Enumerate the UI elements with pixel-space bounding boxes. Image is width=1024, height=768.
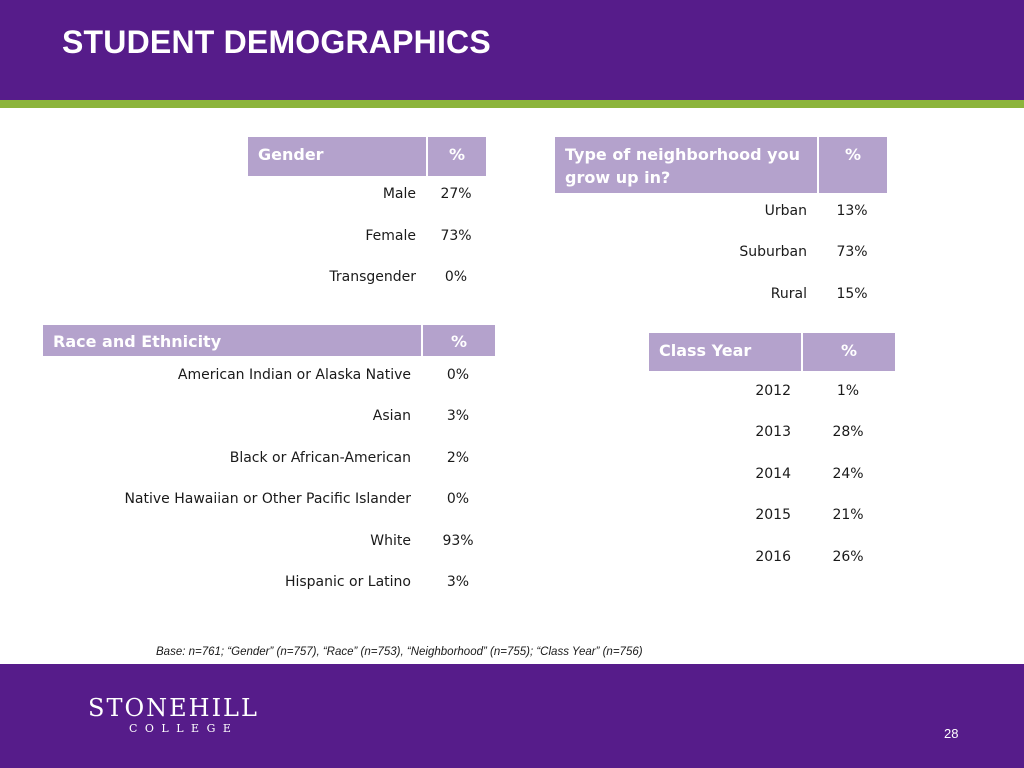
table-row: Female [248,226,426,246]
row-label: Asian [372,408,411,424]
table-row: 2016 [649,547,801,567]
table-row: 2015 [649,505,801,525]
row-value: 3% [446,408,470,424]
class-year-header-label: Class Year [659,341,752,360]
table-row-value: 24% [801,464,895,484]
table-row-value: 28% [801,422,895,442]
row-value: 13% [836,203,868,219]
row-label: Transgender [329,269,416,285]
row-value: 93% [442,533,474,549]
header-separator [801,333,803,371]
race-header-pct: % [450,332,468,351]
table-row-value: 93% [421,531,495,551]
row-label: Rural [770,286,807,302]
header-bar [0,0,1024,100]
row-label: White [370,533,411,549]
gender-header-pct: % [448,145,466,164]
table-row-value: 2% [421,448,495,468]
table-row: Rural [555,284,817,304]
row-label: 2013 [755,424,791,440]
class-year-table-header: Class Year % [649,333,895,371]
row-label: Male [382,186,416,202]
row-label: 2015 [755,507,791,523]
row-label: Black or African-American [229,450,411,466]
table-row-value: 27% [426,184,486,204]
row-label: 2012 [755,383,791,399]
slide-title: STUDENT DEMOGRAPHICS [62,24,491,60]
header-accent-stripe [0,100,1024,108]
logo-wordmark: STONEHILL [88,694,259,722]
row-value: 0% [444,269,468,285]
row-label: 2014 [755,466,791,482]
row-value: 73% [836,244,868,260]
table-row: American Indian or Alaska Native [43,365,421,385]
neighborhood-table-header: Type of neighborhood you grow up in? % [555,137,887,193]
table-row: 2014 [649,464,801,484]
table-row-value: 0% [426,267,486,287]
table-row-value: 3% [421,572,495,592]
row-value: 3% [446,574,470,590]
class-year-header-pct: % [840,341,858,360]
gender-table-header: Gender % [248,137,486,176]
table-row-value: 0% [421,489,495,509]
row-label: 2016 [755,549,791,565]
row-value: 15% [836,286,868,302]
gender-header-label: Gender [258,145,324,164]
table-row-value: 0% [421,365,495,385]
row-value: 26% [832,549,864,565]
table-row-value: 73% [817,242,887,262]
logo-subtitle: COLLEGE [129,722,239,735]
table-row: 2012 [649,381,801,401]
table-row: 2013 [649,422,801,442]
row-label: Suburban [739,244,807,260]
row-value: 28% [832,424,864,440]
table-row: Male [248,184,426,204]
table-row: Urban [555,201,817,221]
row-label: Urban [764,203,807,219]
table-row: Transgender [248,267,426,287]
table-row: Hispanic or Latino [43,572,421,592]
row-value: 1% [836,383,860,399]
table-row-value: 21% [801,505,895,525]
table-row-value: 1% [801,381,895,401]
row-value: 2% [446,450,470,466]
footer-bar [0,664,1024,768]
table-row: Native Hawaiian or Other Pacific Islande… [43,489,421,509]
table-row: Suburban [555,242,817,262]
page-number: 28 [944,726,959,741]
row-label: Female [365,228,416,244]
row-label: American Indian or Alaska Native [177,367,411,383]
header-separator [426,137,428,176]
header-separator [421,325,423,356]
row-value: 0% [446,491,470,507]
table-row: Black or African-American [43,448,421,468]
row-label: Native Hawaiian or Other Pacific Islande… [124,491,411,507]
table-row: Asian [43,406,421,426]
table-row-value: 15% [817,284,887,304]
row-label: Hispanic or Latino [284,574,411,590]
row-value: 21% [832,507,864,523]
header-separator [817,137,819,193]
neighborhood-header-pct: % [844,145,862,164]
table-row-value: 73% [426,226,486,246]
race-header-label: Race and Ethnicity [53,332,222,351]
row-value: 0% [446,367,470,383]
table-row-value: 3% [421,406,495,426]
row-value: 73% [440,228,472,244]
row-value: 24% [832,466,864,482]
neighborhood-header-label: Type of neighborhood you grow up in? [565,145,800,188]
table-row-value: 13% [817,201,887,221]
base-note: Base: n=761; “Gender” (n=757), “Race” (n… [156,646,643,658]
race-table-header: Race and Ethnicity % [43,325,495,356]
table-row-value: 26% [801,547,895,567]
table-row: White [43,531,421,551]
row-value: 27% [440,186,472,202]
